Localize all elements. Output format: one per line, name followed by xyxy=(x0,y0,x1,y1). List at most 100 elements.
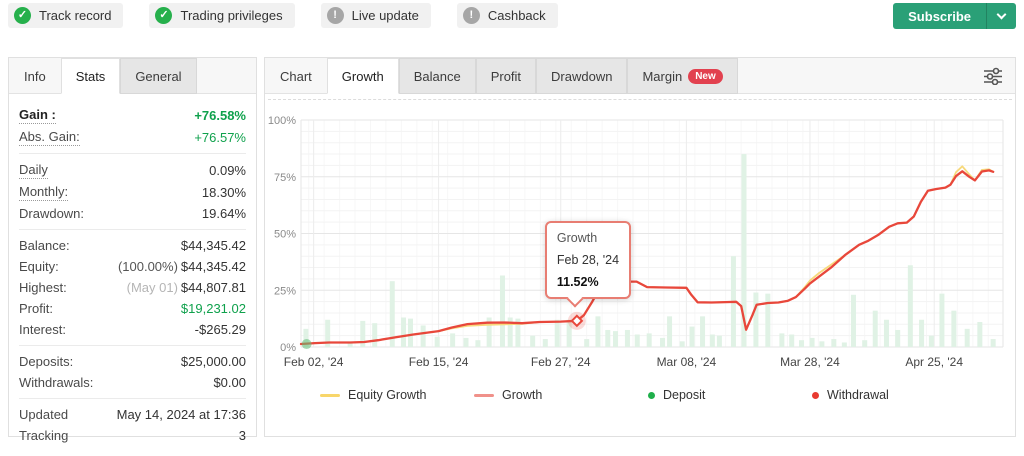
tooltip-date: Feb 28, '24 xyxy=(556,252,620,267)
stat-value: $25,000.00 xyxy=(180,354,246,369)
svg-text:25%: 25% xyxy=(274,285,296,297)
stat-label: Tracking xyxy=(19,428,69,443)
info-icon: ! xyxy=(462,7,480,24)
svg-text:Mar 08, '24: Mar 08, '24 xyxy=(657,355,717,369)
tab-label: Chart xyxy=(280,68,312,84)
stats-group: Balance: $44,345.42 Equity: (100.00%) $44,34… xyxy=(19,229,246,345)
svg-text:Feb 27, '24: Feb 27, '24 xyxy=(531,355,591,369)
svg-text:Mar 28, '24: Mar 28, '24 xyxy=(780,355,840,369)
stat-label: Updated xyxy=(19,407,69,422)
stat-label: Abs. Gain: xyxy=(19,129,80,146)
chart-settings-icon[interactable] xyxy=(983,67,1003,90)
stat-row-updated: Updated May 14, 2024 at 17:36 xyxy=(19,404,246,425)
badge-live-update[interactable]: ! Live update xyxy=(320,3,431,28)
stat-label: Deposits: xyxy=(19,354,74,369)
account-info-panel: Info Stats General Gain : +76.58% Abs. Gain:… xyxy=(8,57,257,443)
stat-value-prefix: (100.00%) xyxy=(117,259,178,274)
svg-text:75%: 75% xyxy=(274,172,296,184)
stat-label: Profit: xyxy=(19,301,53,316)
stat-row-equity: Equity: (100.00%) $44,345.42 xyxy=(19,256,246,277)
subscribe-label[interactable]: Subscribe xyxy=(893,3,986,29)
tab-balance[interactable]: Balance xyxy=(398,58,476,94)
legend-item-growth[interactable]: Growth xyxy=(474,388,542,402)
tab-margin[interactable]: Margin New xyxy=(627,58,738,94)
legend-line-swatch xyxy=(474,393,494,397)
tab-label: Info xyxy=(24,68,46,84)
svg-text:Feb 15, '24: Feb 15, '24 xyxy=(409,355,469,369)
stat-value: -$265.29 xyxy=(194,322,246,337)
tab-label: Profit xyxy=(490,68,522,84)
stat-label: Highest: xyxy=(19,280,67,295)
legend-dot-swatch xyxy=(648,391,655,399)
chevron-down-icon xyxy=(996,9,1007,19)
stat-value: +76.58% xyxy=(194,107,246,123)
stat-row-balance: Balance: $44,345.42 xyxy=(19,235,246,256)
info-tabstrip: Info Stats General xyxy=(9,58,256,94)
badge-label: Track record xyxy=(39,8,112,23)
stat-value: $19,231.02 xyxy=(180,301,246,316)
tab-label: Margin xyxy=(642,68,683,84)
legend-label: Withdrawal xyxy=(827,388,889,402)
stat-row-profit: Profit: $19,231.02 xyxy=(19,298,246,319)
svg-text:0%: 0% xyxy=(280,342,296,354)
svg-text:100%: 100% xyxy=(268,115,296,127)
stat-row-daily: Daily 0.09% xyxy=(19,159,246,181)
subscribe-dropdown-button[interactable] xyxy=(986,3,1016,29)
badge-label: Cashback xyxy=(487,8,546,23)
badge-track-record[interactable]: ✓ Track record xyxy=(8,3,124,28)
tab-profit[interactable]: Profit xyxy=(475,58,537,94)
legend-item-withdrawal[interactable]: Withdrawal xyxy=(812,388,889,402)
legend-label: Deposit xyxy=(663,388,706,402)
svg-text:50%: 50% xyxy=(274,229,296,241)
stat-row-interest: Interest: -$265.29 xyxy=(19,319,246,340)
subscribe-button[interactable]: Subscribe xyxy=(893,3,1016,29)
growth-chart[interactable]: 0% 25% 50% 75% 100% Feb 02, '24 Feb 15, '24 Feb… xyxy=(268,99,1012,408)
tab-chart[interactable]: Chart xyxy=(265,58,327,94)
stat-label: Daily xyxy=(19,162,48,179)
legend-line-swatch xyxy=(320,393,340,397)
chart-tabstrip: Chart Growth Balance Profit Drawdown Margin Ne… xyxy=(265,58,1015,94)
tab-drawdown[interactable]: Drawdown xyxy=(536,58,628,94)
chart-tooltip: Growth Feb 28, '24 11.52% xyxy=(544,220,632,308)
stat-row-deposits: Deposits: $25,000.00 xyxy=(19,351,246,372)
stat-value: (May 01) $44,807.81 xyxy=(126,280,246,295)
tab-info[interactable]: Info xyxy=(9,58,61,94)
legend-dot-swatch xyxy=(812,391,819,399)
chart-legend: Equity Growth Growth Deposit Withdrawal xyxy=(268,378,1012,408)
check-icon: ✓ xyxy=(155,7,173,24)
stat-value: $44,345.42 xyxy=(180,238,246,253)
tab-general[interactable]: General xyxy=(120,58,197,94)
stat-label: Withdrawals: xyxy=(19,375,94,390)
stat-value: 19.64% xyxy=(201,206,246,221)
legend-item-deposit[interactable]: Deposit xyxy=(648,388,705,402)
tab-stats[interactable]: Stats xyxy=(60,58,121,94)
growth-chart-canvas[interactable]: 0% 25% 50% 75% 100% Feb 02, '24 Feb 15, '24 Feb… xyxy=(268,100,1012,378)
tab-label: Growth xyxy=(341,68,384,84)
badge-label: Trading privileges xyxy=(180,8,283,23)
tooltip-series-name: Growth xyxy=(556,230,598,245)
stat-value: +76.57% xyxy=(194,129,246,145)
stat-label: Equity: xyxy=(19,259,59,274)
tab-growth[interactable]: Growth xyxy=(326,58,399,94)
stat-value: (100.00%) $44,345.42 xyxy=(117,259,246,274)
stat-label: Interest: xyxy=(19,322,66,337)
legend-label: Growth xyxy=(502,388,543,402)
stat-value-prefix: (May 01) xyxy=(126,280,178,295)
stat-value: $0.00 xyxy=(213,375,246,390)
stat-value: May 14, 2024 at 17:36 xyxy=(116,407,246,422)
tooltip-value: 11.52% xyxy=(556,274,599,289)
stat-row-tracking: Tracking 3 xyxy=(19,425,246,446)
stat-row-abs-gain: Abs. Gain: +76.57% xyxy=(19,126,246,148)
stats-table: Gain : +76.58% Abs. Gain: +76.57% Daily 0.09%… xyxy=(9,94,256,456)
stats-group: Daily 0.09% Monthly: 18.30% Drawdown: 19.64% xyxy=(19,153,246,229)
tab-label: Balance xyxy=(413,68,461,84)
stats-group: Deposits: $25,000.00 Withdrawals: $0.00 xyxy=(19,345,246,398)
badge-trading-privileges[interactable]: ✓ Trading privileges xyxy=(149,3,295,28)
tab-label: Stats xyxy=(75,68,106,84)
tab-label: General xyxy=(135,68,182,84)
stats-group: Updated May 14, 2024 at 17:36 Tracking 3 xyxy=(19,398,246,451)
info-icon: ! xyxy=(326,7,344,24)
badge-cashback[interactable]: ! Cashback xyxy=(456,3,558,28)
legend-item-equity-growth[interactable]: Equity Growth xyxy=(320,388,427,402)
svg-text:Apr 25, '24: Apr 25, '24 xyxy=(905,355,963,369)
